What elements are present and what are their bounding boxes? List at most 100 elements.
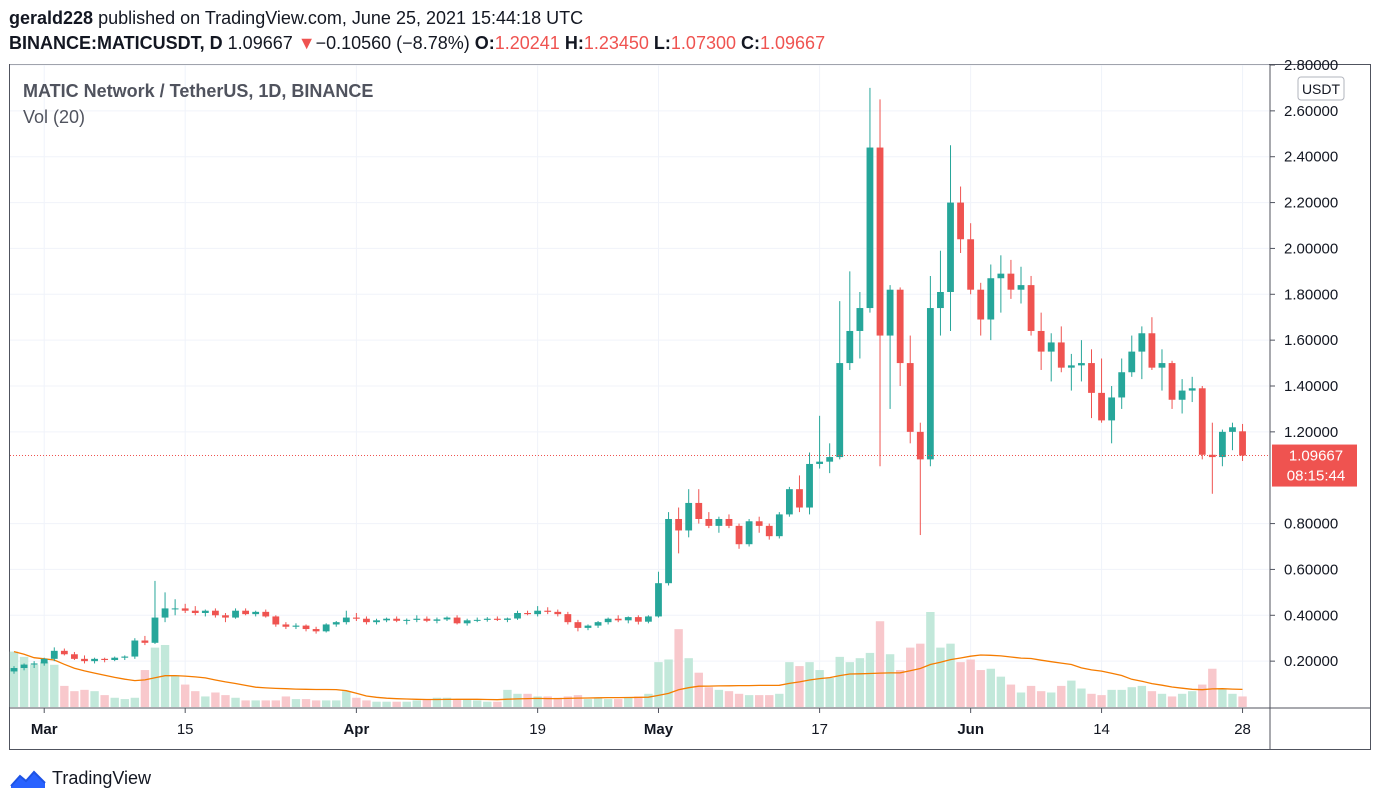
price-tick-label: 0.20000: [1284, 653, 1338, 670]
candle-body: [1088, 363, 1095, 393]
candle-body: [655, 583, 662, 617]
down-arrow-icon: ▼: [297, 33, 316, 53]
volume-bars: [9, 612, 1247, 707]
candle-body: [212, 610, 219, 616]
volume-bar: [875, 621, 885, 707]
volume-bar: [321, 700, 331, 707]
candle-body: [634, 617, 642, 622]
candle-body: [624, 617, 632, 621]
volume-bar: [170, 675, 180, 707]
volume-bar: [1177, 693, 1187, 707]
candle-body: [957, 202, 964, 240]
volume-bar: [140, 670, 150, 707]
volume-bar: [1208, 668, 1217, 707]
volume-bar: [1167, 696, 1177, 707]
time-axis[interactable]: Mar 15 Apr 19 May 17 Jun 14 28: [31, 708, 1251, 738]
price-tick-label: 1.80000: [1284, 286, 1338, 303]
volume-bar: [191, 691, 200, 707]
high-label: H:: [564, 33, 584, 53]
volume-bar: [342, 691, 351, 707]
volume-bar: [694, 672, 703, 707]
volume-bar: [70, 691, 79, 707]
candle-body: [574, 622, 582, 628]
price-axis[interactable]: 0.20000 0.40000 0.60000 0.80000 1.20000 1.400…: [1270, 57, 1338, 670]
candle-body: [1178, 390, 1186, 400]
time-tick-label: 15: [177, 721, 194, 738]
volume-bar: [563, 696, 573, 707]
candle-body: [71, 654, 78, 659]
time-tick-label: Jun: [957, 721, 984, 738]
candle-body: [10, 668, 18, 672]
volume-bar: [926, 612, 935, 707]
brand-name[interactable]: TradingView: [52, 767, 152, 788]
volume-bar: [1187, 691, 1197, 707]
volume-bar: [1026, 685, 1036, 707]
volume-bar: [352, 697, 361, 707]
volume-bar: [674, 629, 683, 707]
candle-body: [977, 289, 985, 320]
volume-bar: [624, 697, 633, 707]
candle-body: [292, 625, 300, 627]
volume-bar: [382, 701, 391, 707]
candle-body: [1219, 431, 1226, 458]
candle-body: [1188, 388, 1196, 391]
volume-bar: [1016, 692, 1026, 707]
volume-bar: [835, 656, 844, 707]
candle-body: [181, 608, 189, 611]
candle-body: [1158, 363, 1166, 368]
low-label: L:: [653, 33, 671, 53]
volume-bar: [372, 701, 381, 707]
open-value: 1.20241: [494, 33, 560, 53]
volume-bar: [251, 700, 260, 707]
candle-body: [91, 658, 98, 662]
currency-badge[interactable]: [1297, 76, 1345, 101]
volume-bar: [956, 662, 965, 707]
volume-bar: [332, 700, 341, 707]
candle-body: [423, 618, 431, 621]
tradingview-logo-icon[interactable]: [10, 767, 46, 789]
candle-body: [40, 658, 48, 664]
candle-body: [1118, 372, 1126, 398]
volume-bar: [1077, 688, 1086, 707]
volume-bar: [1087, 693, 1096, 707]
volume-bar: [1107, 689, 1116, 707]
volume-bar: [603, 699, 613, 707]
volume-bar: [311, 700, 321, 707]
volume-bar: [513, 693, 522, 707]
volume-bar: [644, 693, 653, 707]
price-tick-label: 0.60000: [1284, 561, 1338, 578]
volume-bar: [895, 670, 905, 707]
high-value: 1.23450: [583, 33, 649, 53]
candle-body: [1198, 388, 1206, 455]
legend-title: MATIC Network / TetherUS, 1D, BINANCE: [23, 81, 373, 101]
candle-body: [906, 363, 914, 432]
volume-bar: [1218, 688, 1227, 707]
volume-bar: [976, 670, 985, 707]
candle-body: [504, 618, 511, 620]
candle-body: [443, 617, 451, 620]
volume-bar: [1127, 687, 1136, 707]
candle-body: [473, 619, 481, 621]
volume-bar: [483, 701, 492, 707]
volume-bar: [553, 697, 562, 707]
candle-body: [896, 289, 904, 364]
candle-body: [806, 463, 813, 508]
volume-bar: [1147, 691, 1157, 707]
volume-bar: [432, 697, 442, 707]
volume-bar: [493, 701, 502, 707]
candle-body: [715, 518, 723, 526]
volume-bar: [241, 700, 250, 707]
candle-body: [483, 618, 491, 620]
bar-countdown: 08:15:44: [1287, 468, 1345, 485]
candle-body: [232, 610, 239, 618]
volume-bar: [754, 695, 764, 707]
symbol-name: BINANCE:MATICUSDT, D: [9, 33, 223, 53]
candle-body: [564, 614, 572, 623]
author-name[interactable]: gerald228: [9, 8, 94, 28]
volume-bar: [775, 693, 784, 707]
volume-bar: [130, 697, 140, 707]
candle-body: [302, 625, 310, 630]
volume-bar: [1198, 684, 1207, 707]
volume-bar: [805, 662, 814, 707]
